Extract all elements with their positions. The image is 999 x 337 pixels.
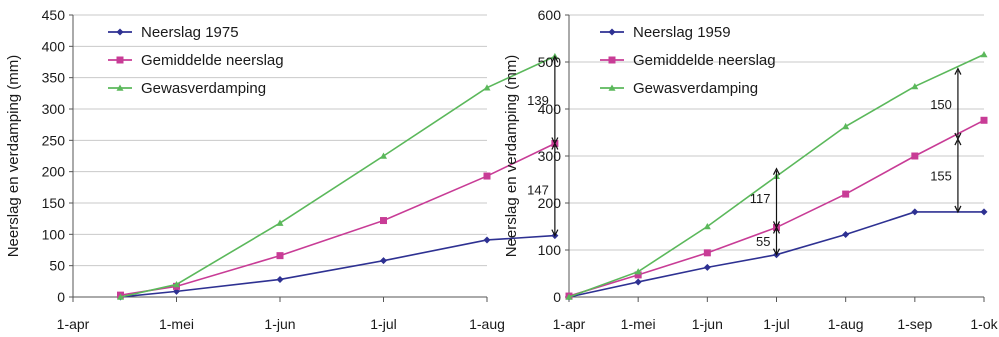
data-point [634,268,642,275]
data-point [980,116,988,124]
y-tick-label: 100 [42,226,66,242]
data-point [980,50,988,58]
arrow-head [551,229,559,237]
x-tick-label: 1-sep [897,316,932,332]
legend-label: Neerslag 1975 [141,24,239,41]
left-chart-panel: 0 50 100 150 200 250 300 350 400 450 1-apr 1-mei 1-j… [5,7,559,332]
data-point [276,275,284,283]
y-tick-label: 350 [42,70,66,86]
y-tick-label: 300 [42,101,66,117]
series-line-1 [120,142,556,296]
y-tick-label: 400 [538,101,562,117]
arrow-head [551,142,559,150]
legend-marker [608,56,616,64]
legend-label: Gewasverdamping [633,80,758,97]
data-point [117,293,125,300]
legend-marker [608,84,616,91]
data-point [911,208,919,216]
legend-item: Gewasverdamping [600,80,758,97]
y-tick-label: 500 [538,54,562,70]
data-point [380,257,387,265]
arrow-head [772,167,781,175]
x-tick-label: 1-apr [553,316,586,332]
data-point [703,249,711,257]
data-point [634,278,642,286]
y-tick-label: 0 [553,289,561,305]
arrow-head [954,205,962,214]
legend-item: Gemiddelde neerslag [108,52,284,69]
y-tick-label: 100 [538,242,562,258]
annotation-label: 147 [527,183,549,198]
x-tick-label: 1-mei [621,316,656,332]
annotation-label: 155 [930,169,952,184]
y-tick-label: 200 [538,195,562,211]
annotation-label: 117 [750,191,771,206]
legend-marker [116,56,124,64]
data-point [483,84,491,91]
x-tick-label: 1-jul [370,316,396,332]
y-tick-label: 0 [57,289,65,305]
legend-item: Neerslag 1975 [108,24,239,41]
data-point [911,82,919,90]
x-tick-label: 1-jul [763,316,789,332]
arrow-head [772,248,781,257]
data-point [842,190,850,198]
x-tick-label: 1-mei [159,316,194,332]
arrow-head [954,67,962,75]
legend-item: Gemiddelde neerslag [600,52,776,69]
y-tick-label: 150 [42,195,66,211]
legend-marker [116,84,124,91]
data-point [276,252,284,260]
arrow-head [954,137,962,146]
right-chart-panel: 0 100 200 300 400 500 600 1-apr 1-mei 1-jun 1-jul 1… [503,7,999,332]
data-point [380,217,387,225]
data-point [276,219,284,226]
arrow-head [772,226,781,234]
series-line-0 [120,234,555,298]
x-tick-label: 1-jun [264,316,295,332]
x-tick-label: 1-aug [828,316,864,332]
legend-label: Gewasverdamping [141,80,266,97]
x-tick-label: 1-ok [970,316,998,332]
legend-label: Neerslag 1959 [633,24,731,41]
annotation-label: 150 [930,97,952,112]
y-tick-label: 50 [49,258,65,274]
data-point [173,280,180,288]
data-point [483,172,491,180]
legend-label: Gemiddelde neerslag [633,52,776,69]
data-point [483,236,491,244]
data-point [842,122,850,130]
legend-item: Neerslag 1959 [600,24,731,41]
y-tick-label: 450 [42,7,66,23]
data-point [703,263,711,271]
legend-marker [608,28,616,36]
legend-item: Gewasverdamping [108,80,266,97]
y-tick-label: 400 [42,38,66,54]
legend-marker [116,28,124,36]
data-point [380,152,387,159]
x-tick-label: 1-aug [469,316,505,332]
arrow-head [551,55,559,63]
y-tick-label: 200 [42,164,66,180]
annotation-label: 139 [527,93,549,108]
y-tick-label: 600 [538,7,562,23]
legend-label: Gemiddelde neerslag [141,52,284,69]
series-line-2 [120,55,556,298]
data-point [842,230,850,238]
y-tick-label: 250 [42,132,66,148]
data-point [980,208,988,216]
annotation-label: 55 [756,234,770,249]
y-axis-title: Neerslag en verdamping (mm) [503,55,520,258]
y-axis-title: Neerslag en verdamping (mm) [5,55,22,258]
x-tick-label: 1-jun [692,316,723,332]
data-point [703,223,711,230]
data-point [565,293,573,300]
y-tick-label: 300 [538,148,562,164]
x-tick-label: 1-apr [57,316,90,332]
data-point [911,152,919,160]
